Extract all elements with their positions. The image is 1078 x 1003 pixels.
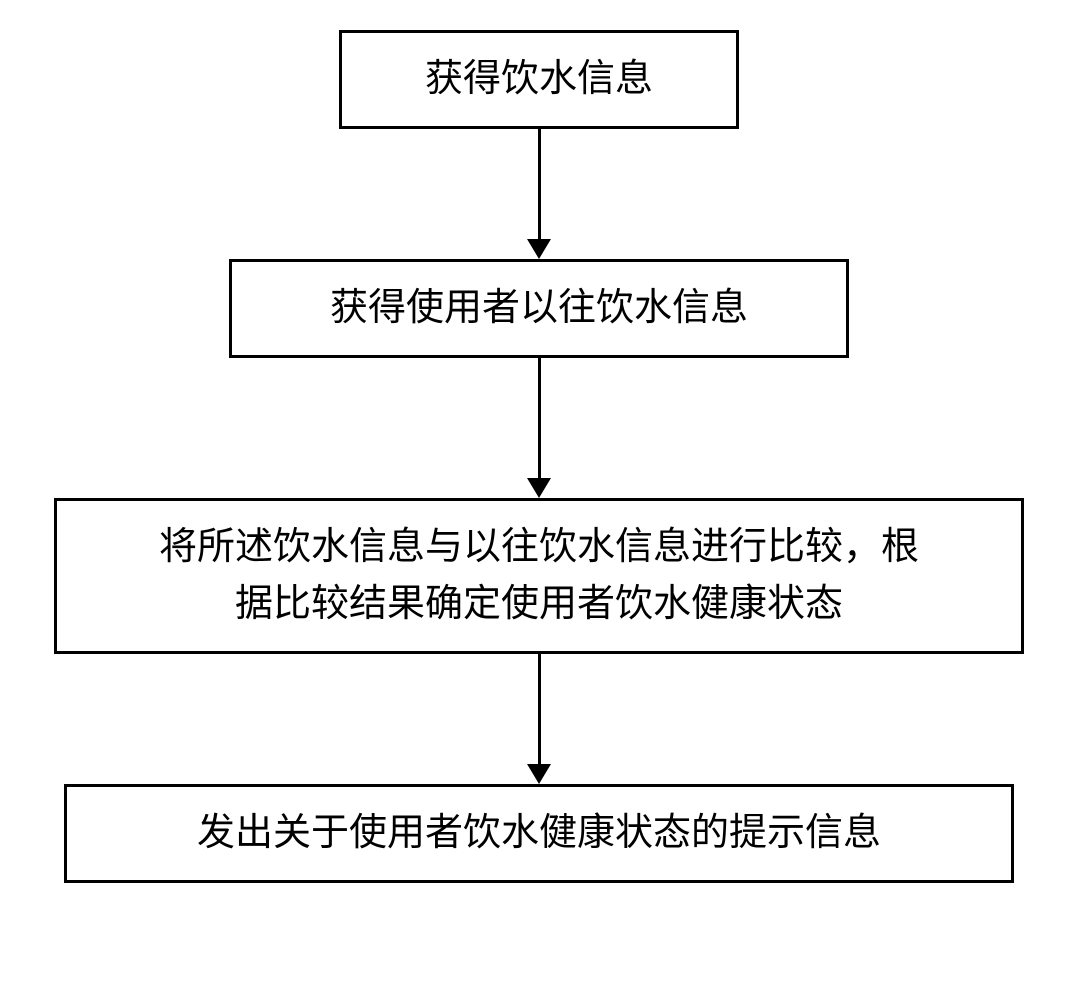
flow-node-2-text: 获得使用者以往饮水信息	[330, 280, 748, 337]
flowchart-container: 获得饮水信息 获得使用者以往饮水信息 将所述饮水信息与以往饮水信息进行比较，根 …	[54, 30, 1024, 883]
arrow-line	[538, 129, 541, 239]
arrow-head-icon	[527, 239, 551, 259]
arrow-head-icon	[527, 764, 551, 784]
flow-node-1: 获得饮水信息	[339, 30, 739, 129]
flow-node-4: 发出关于使用者饮水健康状态的提示信息	[64, 784, 1014, 883]
flow-node-1-text: 获得饮水信息	[425, 51, 653, 108]
flow-arrow-2	[527, 358, 551, 498]
flow-node-2: 获得使用者以往饮水信息	[229, 259, 849, 358]
arrow-head-icon	[527, 478, 551, 498]
arrow-line	[538, 358, 541, 478]
flow-arrow-3	[527, 654, 551, 784]
arrow-line	[538, 654, 541, 764]
flow-node-3-text: 将所述饮水信息与以往饮水信息进行比较，根 据比较结果确定使用者饮水健康状态	[159, 519, 919, 633]
flow-node-3: 将所述饮水信息与以往饮水信息进行比较，根 据比较结果确定使用者饮水健康状态	[54, 498, 1024, 654]
flow-node-4-text: 发出关于使用者饮水健康状态的提示信息	[197, 805, 881, 862]
flow-arrow-1	[527, 129, 551, 259]
